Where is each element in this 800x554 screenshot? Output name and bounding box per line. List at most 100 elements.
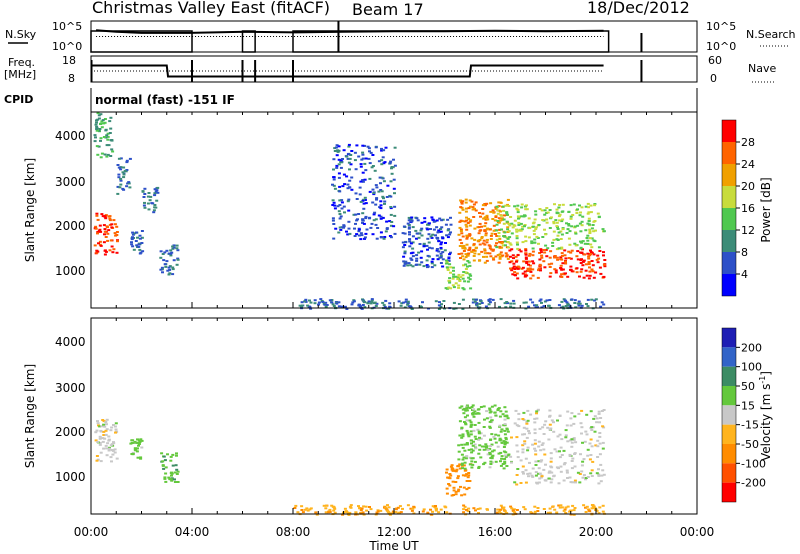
power-cell — [348, 186, 351, 189]
velocity-cell — [548, 507, 552, 510]
velocity-cell — [524, 481, 528, 484]
power-cell — [475, 302, 479, 305]
power-cell — [538, 258, 542, 261]
velocity-cell — [570, 445, 574, 448]
power-cell — [561, 305, 565, 308]
velocity-cell — [490, 443, 494, 446]
power-cell — [163, 263, 167, 266]
velocity-cell — [445, 492, 449, 495]
power-cell — [168, 265, 172, 268]
power-cell — [383, 200, 387, 203]
power-cell — [334, 227, 338, 230]
velocity-cell — [443, 505, 447, 508]
power-cell — [359, 165, 363, 168]
velocity-cell — [555, 450, 559, 453]
power-cell — [517, 217, 520, 220]
power-cell — [439, 252, 443, 255]
power-cell — [520, 228, 524, 231]
power-cell — [545, 218, 549, 221]
power-cell — [490, 232, 494, 235]
velocity-cell — [327, 511, 331, 514]
power-cell — [518, 216, 521, 219]
velocity-cell — [523, 442, 527, 445]
power-cell — [441, 251, 445, 254]
velocity-cell — [523, 433, 526, 436]
power-cell — [353, 151, 357, 154]
power-cell — [375, 302, 379, 305]
power-cell — [466, 280, 470, 283]
power-cell — [139, 251, 143, 254]
power-colorbar-swatch — [722, 274, 736, 296]
power-cell — [506, 237, 510, 240]
velocity-cell — [488, 426, 492, 429]
power-cell — [172, 246, 176, 249]
power-cell — [108, 120, 112, 123]
velocity-cell — [557, 504, 561, 507]
power-cell — [474, 298, 478, 301]
power-cell — [134, 240, 138, 242]
power-cell — [110, 223, 114, 226]
velocity-cell — [548, 511, 552, 514]
power-cell — [171, 268, 175, 271]
velocity-cell — [548, 423, 552, 426]
power-cell — [97, 242, 100, 245]
power-cell — [321, 301, 325, 303]
power-cell — [448, 281, 452, 284]
power-cell — [349, 154, 353, 156]
power-cell — [544, 248, 548, 251]
power-cell — [96, 231, 100, 233]
velocity-cell — [584, 478, 588, 481]
power-cell — [452, 269, 455, 272]
power-cell — [94, 225, 98, 228]
power-cell — [104, 128, 108, 131]
velocity-cell — [99, 460, 103, 463]
velocity-cell — [533, 442, 537, 445]
power-cell — [339, 215, 343, 218]
power-cell — [354, 222, 357, 225]
power-cell — [540, 256, 544, 259]
velocity-cell — [101, 419, 105, 421]
velocity-cell — [470, 442, 473, 445]
power-cell — [565, 301, 569, 304]
velocity-cell — [489, 463, 493, 465]
power-cell — [371, 188, 375, 191]
power-cell — [389, 206, 393, 208]
velocity-cell — [565, 424, 569, 427]
power-cell — [586, 242, 590, 245]
power-cell — [343, 211, 346, 214]
velocity-cell — [102, 447, 106, 450]
power-cell — [379, 207, 383, 210]
power-cell — [590, 268, 594, 271]
velocity-cell — [600, 474, 604, 477]
velocity-cell — [296, 511, 300, 514]
power-cell — [364, 169, 368, 172]
power-cell — [457, 286, 461, 289]
velocity-cell — [471, 444, 475, 447]
power-cell — [420, 261, 424, 264]
power-cell — [370, 222, 374, 225]
velocity-cell — [504, 451, 508, 454]
velocity-cell — [490, 405, 494, 408]
power-cell — [515, 260, 518, 263]
power-cell — [392, 225, 396, 228]
power-cell — [118, 186, 122, 189]
power-cell — [534, 226, 538, 229]
power-cell — [486, 252, 490, 255]
power-cell — [385, 196, 389, 198]
power-cell — [596, 212, 600, 215]
velocity-ytick-3000: 3000 — [55, 381, 86, 395]
velocity-cell — [479, 432, 483, 435]
velocity-cell — [546, 426, 550, 429]
velocity-cell — [101, 440, 105, 443]
power-cell — [441, 258, 445, 261]
power-cell — [335, 154, 339, 157]
power-cell — [374, 203, 378, 206]
velocity-cell — [103, 425, 107, 428]
power-cell — [347, 227, 351, 230]
velocity-cell — [527, 430, 531, 432]
velocity-cell — [531, 443, 535, 446]
power-cell — [531, 250, 535, 253]
power-cell — [103, 153, 107, 156]
power-cell — [338, 226, 342, 229]
power-cell — [464, 223, 468, 226]
